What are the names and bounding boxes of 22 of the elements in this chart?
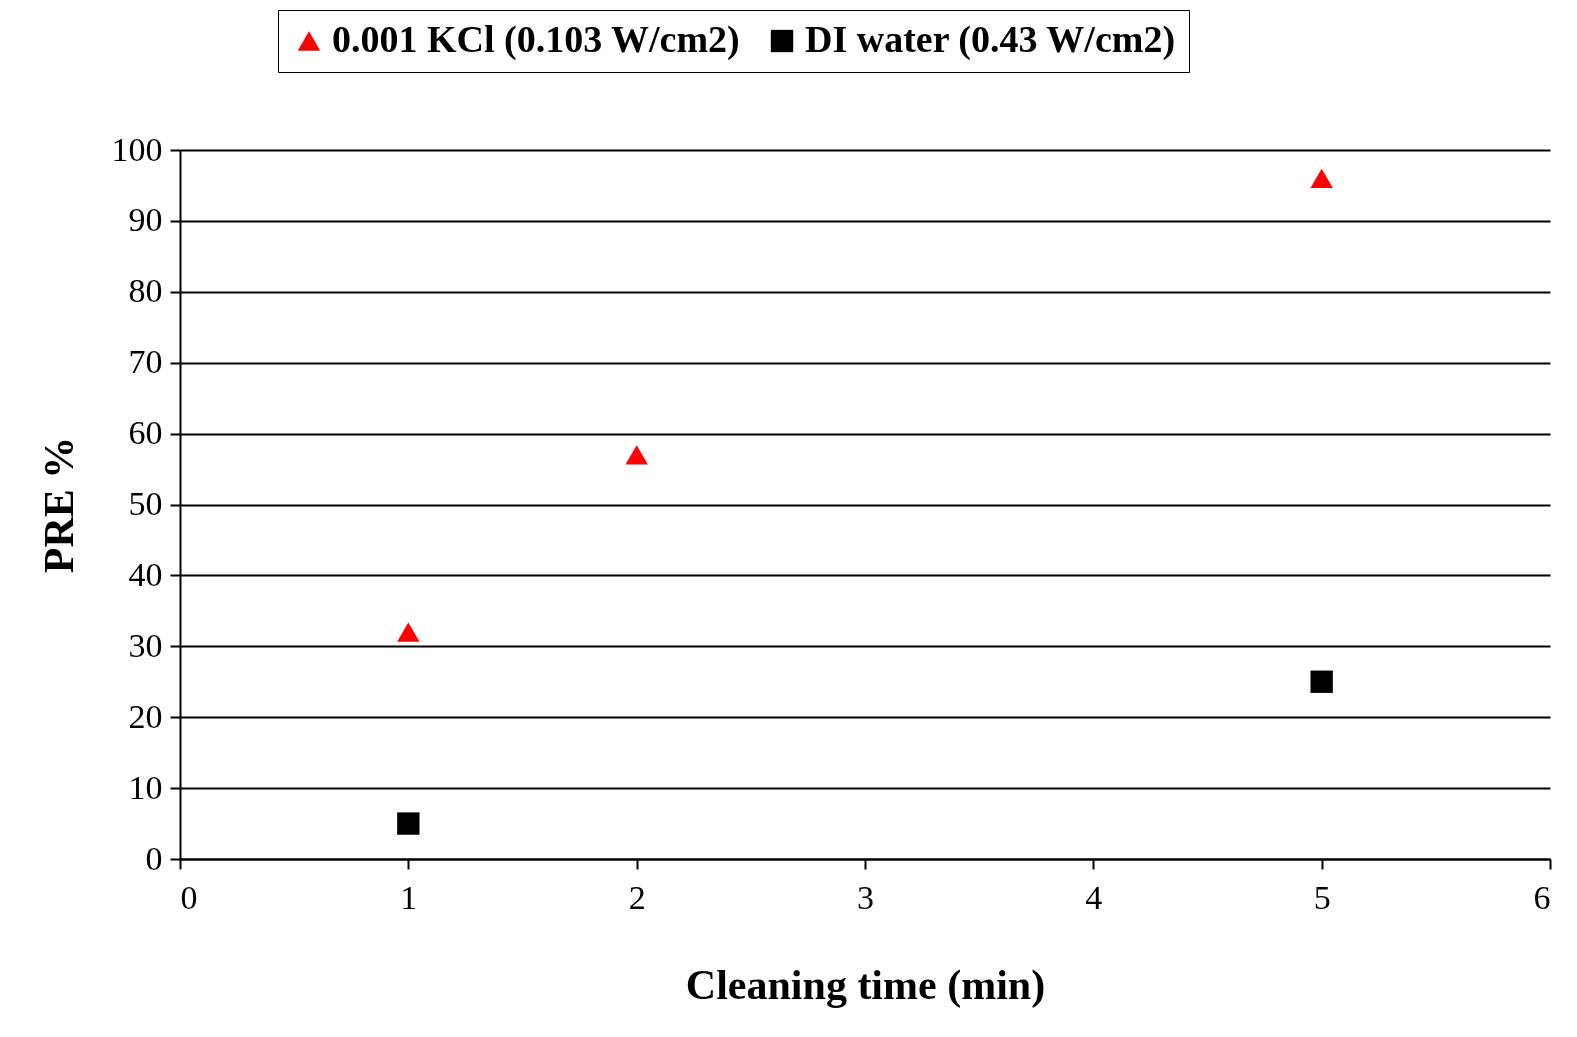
y-tick-label: 100: [111, 130, 163, 168]
y-tick-label: 90: [128, 201, 163, 239]
y-axis-title: PRE %: [35, 436, 82, 574]
x-tick-label: 2: [628, 878, 646, 916]
x-tick-label: 0: [180, 878, 198, 916]
y-tick-label: 40: [128, 555, 163, 593]
y-tick-label: 80: [128, 272, 163, 310]
y-tick-label: 0: [145, 839, 163, 877]
y-tick-label: 60: [128, 414, 163, 452]
y-tick-label: 50: [128, 485, 163, 522]
legend-label: DI water (0.43 W/cm2): [805, 18, 1176, 61]
y-tick-label: 30: [128, 626, 163, 664]
y-tick-label: 20: [128, 697, 163, 735]
legend-label: 0.001 KCl (0.103 W/cm2): [332, 18, 740, 61]
y-tick-label: 10: [128, 768, 163, 806]
x-axis-title: Cleaning time (min): [685, 961, 1046, 1009]
x-tick-label: 6: [1533, 878, 1551, 916]
y-tick-label: 70: [128, 343, 163, 381]
x-tick-label: 1: [400, 878, 418, 916]
x-tick-label: 4: [1085, 878, 1103, 916]
x-tick-label: 5: [1313, 878, 1331, 916]
x-tick-label: 3: [857, 878, 874, 916]
